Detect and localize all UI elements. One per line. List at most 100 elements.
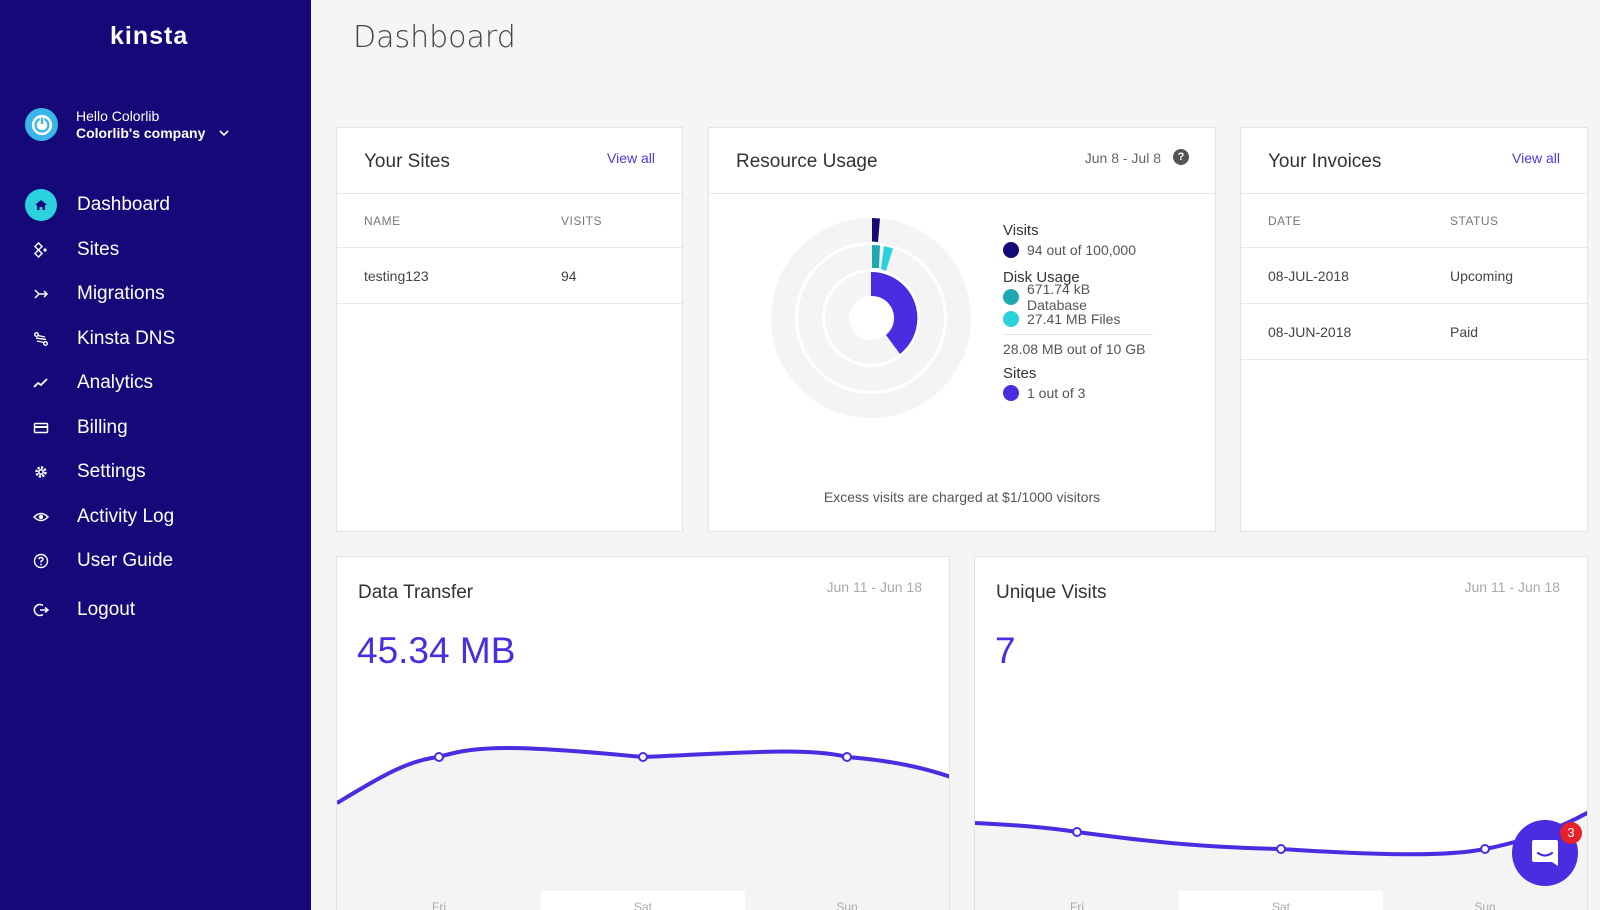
sidebar-item-label: Sites bbox=[77, 238, 120, 260]
help-icon[interactable]: ? bbox=[1173, 149, 1189, 165]
column-header-date[interactable]: DATE bbox=[1268, 213, 1302, 228]
table-header: NAME VISITS bbox=[337, 194, 682, 248]
sidebar-item-migrations[interactable]: Migrations bbox=[25, 272, 295, 317]
chart-point bbox=[1480, 844, 1490, 854]
column-header-visits[interactable]: VISITS bbox=[561, 213, 603, 228]
x-tick-label: Sun bbox=[836, 900, 857, 910]
data-transfer-value: 45.34 MB bbox=[357, 630, 516, 671]
sites-icon bbox=[25, 234, 57, 266]
column-header-status[interactable]: STATUS bbox=[1450, 213, 1499, 228]
invoice-status: Paid bbox=[1450, 323, 1479, 340]
date-range: Jun 11 - Jun 18 bbox=[826, 579, 922, 595]
sites-arc bbox=[871, 271, 918, 354]
view-all-invoices-link[interactable]: View all bbox=[1512, 150, 1560, 166]
page-title: Dashboard bbox=[353, 20, 516, 55]
x-tick-label: Sat bbox=[634, 900, 653, 910]
legend-visits-value: 94 out of 100,000 bbox=[1027, 242, 1136, 258]
chevron-down-icon[interactable] bbox=[219, 128, 229, 138]
resource-legend: Visits 94 out of 100,000 Disk Usage 671.… bbox=[1003, 220, 1153, 412]
sidebar-item-label: User Guide bbox=[77, 550, 174, 572]
sidebar-item-label: Analytics bbox=[77, 372, 154, 394]
legend-sites-value: 1 out of 3 bbox=[1027, 385, 1086, 401]
legend-disk-title: Disk Usage bbox=[1003, 269, 1080, 286]
user-switcher[interactable]: Hello Colorlib Colorlib's company bbox=[25, 108, 229, 141]
legend-visits-title: Visits bbox=[1003, 222, 1039, 239]
card-title: Resource Usage bbox=[736, 151, 878, 172]
sidebar-item-kinsta-dns[interactable]: Kinsta DNS bbox=[25, 317, 295, 362]
chart-point bbox=[842, 752, 852, 762]
sidebar-item-label: Dashboard bbox=[77, 194, 170, 216]
sidebar-item-label: Kinsta DNS bbox=[77, 327, 176, 349]
sidebar-item-label: Billing bbox=[77, 416, 128, 438]
site-name[interactable]: testing123 bbox=[364, 267, 429, 284]
sidebar-item-label: Migrations bbox=[77, 283, 165, 305]
x-tick-label: Sun bbox=[1474, 900, 1495, 910]
company-name: Colorlib's company bbox=[76, 125, 206, 141]
chart-point bbox=[638, 752, 648, 762]
sites-card: Your Sites View all NAME VISITS testing1… bbox=[336, 127, 683, 532]
sidebar-nav: Dashboard Sites Migrations Kinsta DNS An… bbox=[25, 183, 295, 632]
resource-usage-card: Resource Usage Jun 8 - Jul 8 ? Visits 94… bbox=[708, 127, 1216, 532]
invoices-card: Your Invoices View all DATE STATUS 08-JU… bbox=[1240, 127, 1588, 532]
legend-disk-files: 27.41 MB Files bbox=[1027, 311, 1121, 327]
sidebar: kinsta Hello Colorlib Colorlib's company… bbox=[0, 0, 311, 910]
analytics-icon bbox=[25, 367, 57, 399]
sidebar-item-dashboard[interactable]: Dashboard bbox=[25, 183, 295, 228]
site-visits: 94 bbox=[561, 267, 577, 284]
visits-swatch bbox=[1003, 242, 1019, 258]
view-all-sites-link[interactable]: View all bbox=[607, 150, 655, 166]
sidebar-item-user-guide[interactable]: User Guide bbox=[25, 539, 295, 584]
power-icon bbox=[25, 108, 58, 141]
unique-visits-chart: Fri Sat Sun bbox=[975, 810, 1587, 910]
eye-icon bbox=[25, 501, 57, 533]
sidebar-item-sites[interactable]: Sites bbox=[25, 228, 295, 273]
data-transfer-card: Fri Sat Sun Data Transfer Jun 11 - Jun 1… bbox=[336, 556, 950, 910]
card-title: Your Sites bbox=[364, 151, 450, 172]
excess-visits-note: Excess visits are charged at $1/1000 vis… bbox=[823, 489, 1101, 505]
home-icon bbox=[25, 189, 57, 222]
chart-point bbox=[1276, 844, 1286, 854]
sidebar-item-analytics[interactable]: Analytics bbox=[25, 361, 295, 406]
kinsta-logo[interactable]: kinsta bbox=[110, 22, 189, 50]
sidebar-item-billing[interactable]: Billing bbox=[25, 406, 295, 451]
unique-visits-card: Fri Sat Sun Unique Visits Jun 11 - Jun 1… bbox=[974, 556, 1588, 910]
billing-icon bbox=[25, 412, 57, 444]
gear-icon bbox=[25, 456, 57, 488]
date-range: Jun 11 - Jun 18 bbox=[1464, 579, 1560, 595]
card-title: Data Transfer bbox=[358, 582, 474, 603]
chart-point bbox=[434, 752, 444, 762]
database-swatch bbox=[1003, 289, 1019, 305]
migrations-icon bbox=[25, 278, 57, 310]
database-arc bbox=[872, 245, 880, 268]
unique-visits-value: 7 bbox=[995, 630, 1016, 671]
column-header-name[interactable]: NAME bbox=[364, 213, 401, 228]
table-row[interactable]: testing123 94 bbox=[337, 248, 682, 304]
resource-donut-chart bbox=[771, 218, 971, 418]
chart-point bbox=[1072, 827, 1082, 837]
chat-icon bbox=[1532, 840, 1558, 866]
sidebar-item-label: Activity Log bbox=[77, 505, 175, 527]
invoice-date: 08-JUL-2018 bbox=[1268, 267, 1349, 284]
visits-arc bbox=[872, 218, 880, 242]
files-swatch bbox=[1003, 311, 1019, 327]
logout-icon bbox=[25, 594, 57, 626]
sidebar-item-activity-log[interactable]: Activity Log bbox=[25, 495, 295, 540]
sidebar-item-settings[interactable]: Settings bbox=[25, 450, 295, 495]
user-greeting: Hello Colorlib bbox=[76, 108, 160, 124]
legend-disk-database: 671.74 kB Database bbox=[1027, 281, 1091, 313]
invoice-date: 08-JUN-2018 bbox=[1268, 323, 1352, 340]
invoice-status: Upcoming bbox=[1450, 267, 1514, 284]
table-row[interactable]: 08-JUN-2018 Paid bbox=[1241, 304, 1587, 360]
x-tick-label: Fri bbox=[1070, 900, 1084, 910]
date-range: Jun 8 - Jul 8 bbox=[1084, 150, 1161, 166]
chat-unread-badge: 3 bbox=[1560, 822, 1582, 844]
table-row[interactable]: 08-JUL-2018 Upcoming bbox=[1241, 248, 1587, 304]
card-title: Your Invoices bbox=[1268, 151, 1382, 172]
table-header: DATE STATUS bbox=[1241, 194, 1587, 248]
sidebar-item-label: Logout bbox=[77, 598, 136, 620]
legend-sites-title: Sites bbox=[1003, 365, 1037, 382]
data-transfer-chart: Fri Sat Sun bbox=[337, 746, 949, 910]
x-tick-label: Sat bbox=[1272, 900, 1291, 910]
sidebar-item-logout[interactable]: Logout bbox=[25, 588, 295, 633]
files-arc bbox=[881, 246, 893, 271]
